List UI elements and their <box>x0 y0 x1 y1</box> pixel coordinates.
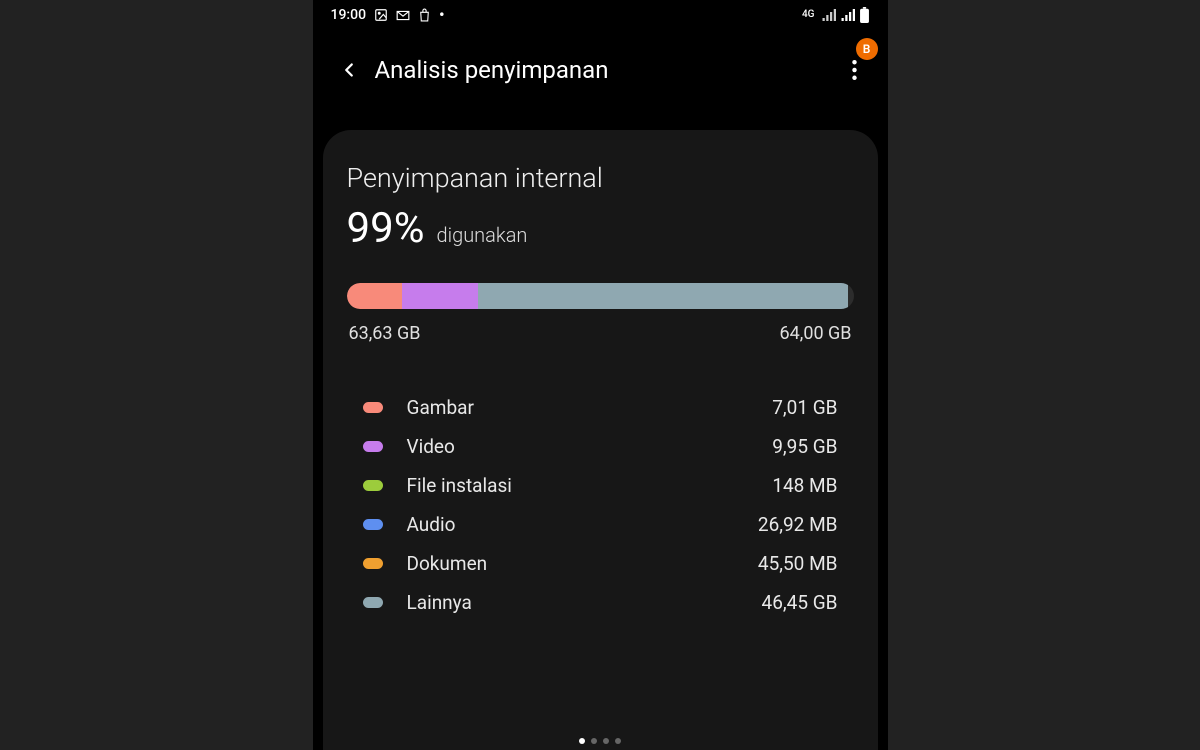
category-size: 9,95 GB <box>772 435 837 458</box>
category-row[interactable]: Lainnya46,45 GB <box>363 583 838 622</box>
category-name: Gambar <box>407 396 773 419</box>
dot-icon: • <box>439 7 445 23</box>
network-label: 4G <box>802 9 815 20</box>
category-row[interactable]: Gambar7,01 GB <box>363 388 838 427</box>
storage-bar-segment <box>478 283 848 309</box>
image-icon <box>374 8 388 22</box>
category-size: 7,01 GB <box>772 396 837 419</box>
page-dot[interactable] <box>603 738 609 744</box>
category-size: 46,45 GB <box>762 591 838 614</box>
category-swatch <box>363 597 383 608</box>
more-button[interactable]: B <box>840 52 870 88</box>
status-right: 4G <box>802 7 870 23</box>
category-row[interactable]: Dokumen45,50 MB <box>363 544 838 583</box>
category-name: File instalasi <box>407 474 773 497</box>
battery-icon <box>859 7 870 23</box>
page-dot[interactable] <box>591 738 597 744</box>
category-name: Lainnya <box>407 591 762 614</box>
gmail-icon <box>396 10 410 21</box>
category-swatch <box>363 519 383 530</box>
app-header: Analisis penyimpanan B <box>313 30 888 110</box>
category-swatch <box>363 402 383 413</box>
category-swatch <box>363 480 383 491</box>
page-indicator <box>579 738 621 744</box>
category-name: Audio <box>407 513 758 536</box>
usage-percent-label: digunakan <box>436 223 527 247</box>
status-left: 19:00 • <box>331 7 445 23</box>
back-button[interactable] <box>331 52 367 88</box>
category-size: 148 MB <box>772 474 837 497</box>
storage-card: Penyimpanan internal 99% digunakan 63,63… <box>323 130 878 750</box>
category-size: 26,92 MB <box>758 513 838 536</box>
shop-icon <box>418 8 431 22</box>
signal-icon <box>821 9 836 21</box>
category-size: 45,50 MB <box>758 552 838 575</box>
page-dot[interactable] <box>615 738 621 744</box>
page-dot[interactable] <box>579 738 585 744</box>
storage-used-label: 63,63 GB <box>349 323 421 344</box>
storage-bar <box>347 283 854 309</box>
storage-bar-segment <box>347 283 403 309</box>
notification-badge: B <box>856 38 878 60</box>
network-type: 4G <box>802 10 815 20</box>
category-row[interactable]: File instalasi148 MB <box>363 466 838 505</box>
category-swatch <box>363 441 383 452</box>
status-time: 19:00 <box>331 7 367 23</box>
category-row[interactable]: Audio26,92 MB <box>363 505 838 544</box>
status-bar: 19:00 • 4G <box>313 0 888 30</box>
storage-bar-segment <box>402 283 478 309</box>
storage-total-label: 64,00 GB <box>780 323 852 344</box>
category-list: Gambar7,01 GBVideo9,95 GBFile instalasi1… <box>347 388 854 622</box>
signal-icon-2 <box>840 9 855 21</box>
phone-frame: 19:00 • 4G <box>313 0 888 750</box>
category-swatch <box>363 558 383 569</box>
category-name: Dokumen <box>407 552 758 575</box>
usage-percent: 99% <box>347 204 425 253</box>
category-row[interactable]: Video9,95 GB <box>363 427 838 466</box>
storage-bar-labels: 63,63 GB 64,00 GB <box>347 323 854 344</box>
page-title: Analisis penyimpanan <box>375 56 609 84</box>
card-title: Penyimpanan internal <box>347 162 854 194</box>
usage-percent-row: 99% digunakan <box>347 204 854 253</box>
category-name: Video <box>407 435 773 458</box>
